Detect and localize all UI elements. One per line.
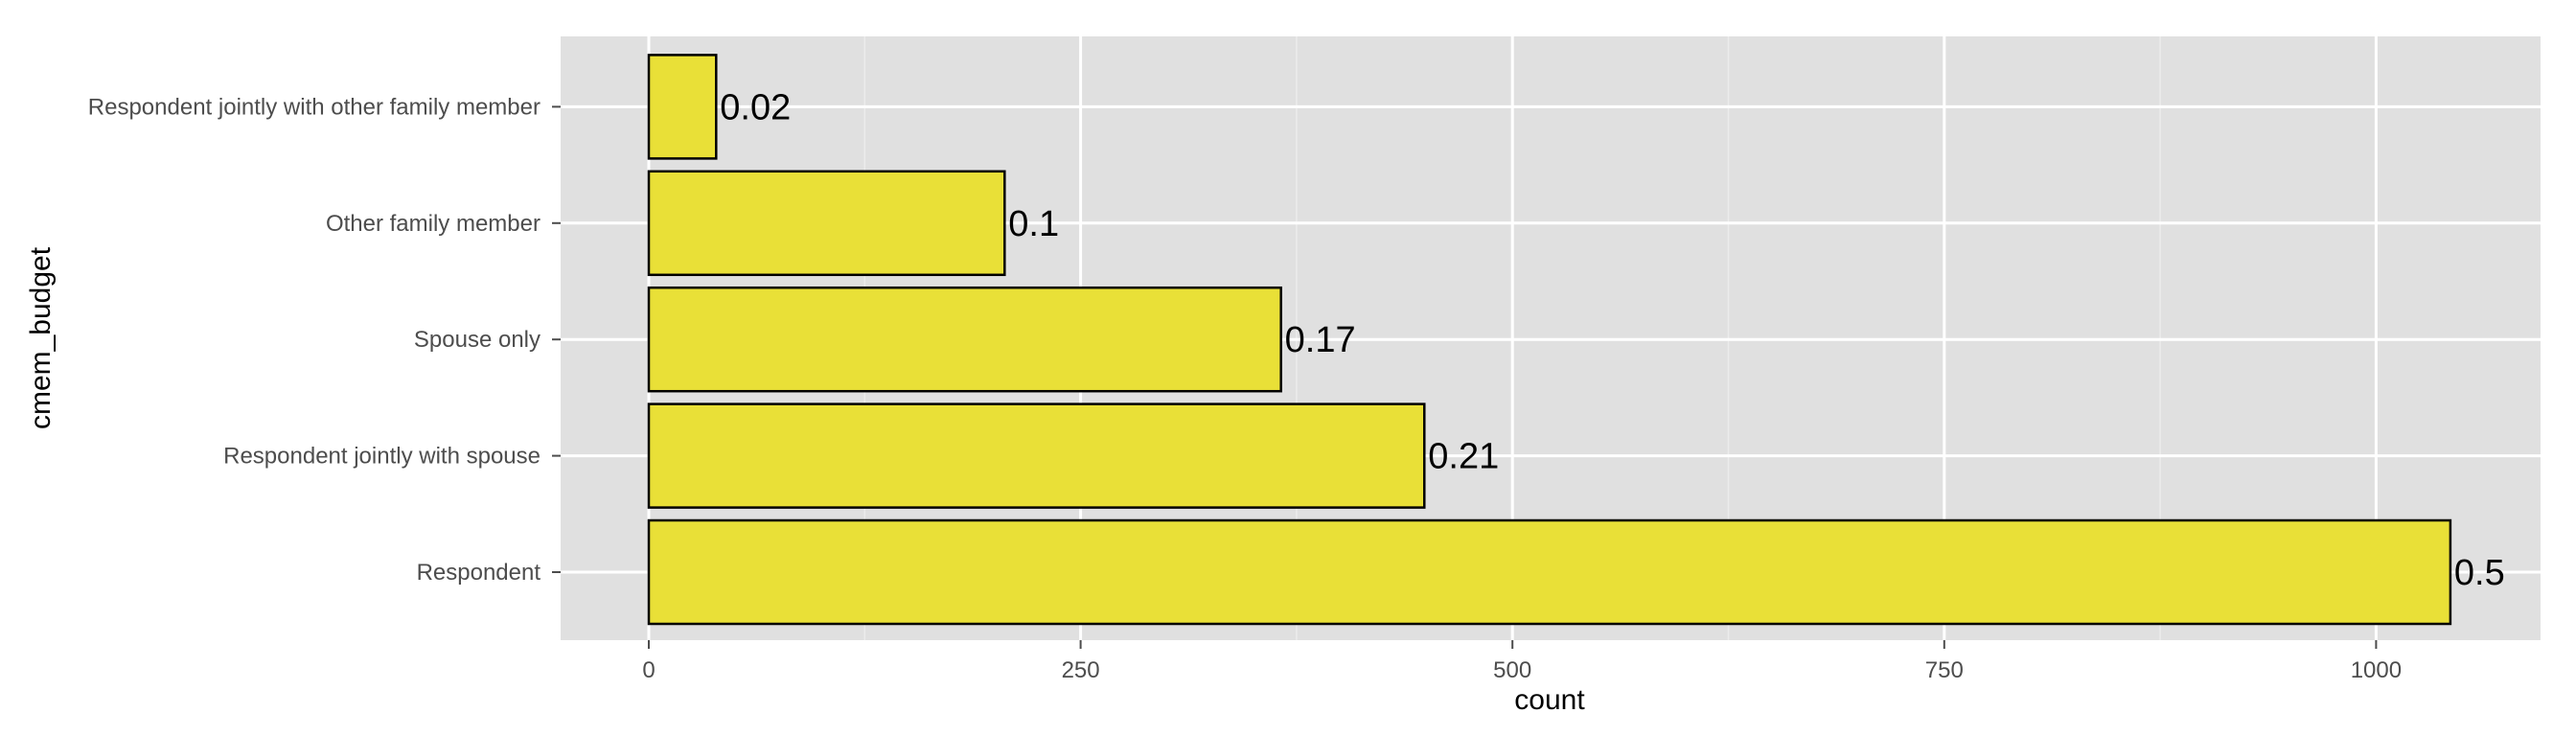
bar (647, 402, 1426, 509)
x-tick-label: 0 (642, 657, 655, 683)
x-tick-label: 1000 (2351, 657, 2402, 683)
x-tick-label: 500 (1493, 657, 1531, 683)
data-label: 0.17 (1285, 320, 1356, 360)
y-tick-label: Other family member (326, 211, 540, 237)
x-axis: 0 250 500 750 1000 (642, 640, 2402, 683)
y-tick-label: Spouse only (414, 327, 540, 353)
data-label: 0.1 (1008, 204, 1059, 244)
data-label: 0.21 (1428, 437, 1499, 477)
bars (647, 54, 2452, 626)
y-axis: Respondent Respondent jointly with spouse… (88, 94, 561, 586)
y-axis-title: cmem_budget (25, 246, 57, 429)
data-label: 0.5 (2454, 553, 2505, 593)
data-labels: 0.5 0.21 0.17 0.1 0.02 (720, 87, 2504, 593)
x-tick-label: 750 (1925, 657, 1964, 683)
x-axis-title: count (1514, 684, 1585, 716)
y-tick-label: Respondent jointly with other family mem… (88, 94, 540, 120)
data-label: 0.02 (720, 87, 791, 127)
bar (647, 170, 1006, 277)
bar (647, 518, 2452, 626)
y-tick-label: Respondent jointly with spouse (223, 444, 540, 470)
y-tick-label: Respondent (417, 560, 541, 586)
bar (647, 54, 718, 160)
bar (647, 286, 1282, 393)
x-tick-label: 250 (1062, 657, 1100, 683)
